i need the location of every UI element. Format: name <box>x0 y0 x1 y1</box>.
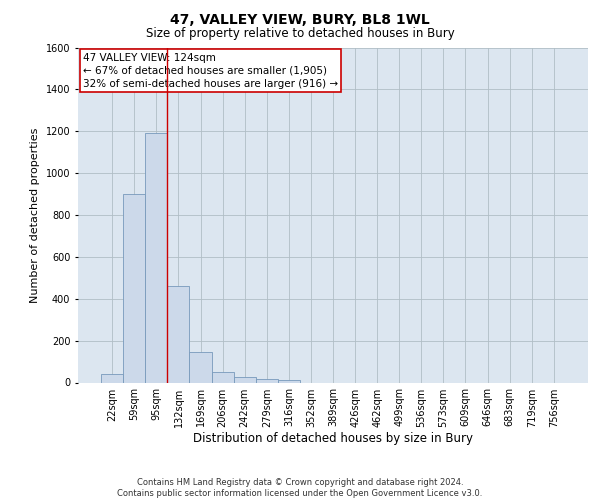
Bar <box>233 378 256 382</box>
Bar <box>101 374 123 382</box>
Bar <box>212 372 233 382</box>
Bar <box>278 380 300 382</box>
Bar <box>145 134 167 382</box>
X-axis label: Distribution of detached houses by size in Bury: Distribution of detached houses by size … <box>193 432 473 446</box>
Text: Contains HM Land Registry data © Crown copyright and database right 2024.
Contai: Contains HM Land Registry data © Crown c… <box>118 478 482 498</box>
Bar <box>190 352 212 382</box>
Text: Size of property relative to detached houses in Bury: Size of property relative to detached ho… <box>146 28 454 40</box>
Bar <box>123 194 145 382</box>
Text: 47, VALLEY VIEW, BURY, BL8 1WL: 47, VALLEY VIEW, BURY, BL8 1WL <box>170 12 430 26</box>
Bar <box>167 286 190 382</box>
Text: 47 VALLEY VIEW: 124sqm
← 67% of detached houses are smaller (1,905)
32% of semi-: 47 VALLEY VIEW: 124sqm ← 67% of detached… <box>83 52 338 89</box>
Y-axis label: Number of detached properties: Number of detached properties <box>30 128 40 302</box>
Bar <box>256 380 278 382</box>
